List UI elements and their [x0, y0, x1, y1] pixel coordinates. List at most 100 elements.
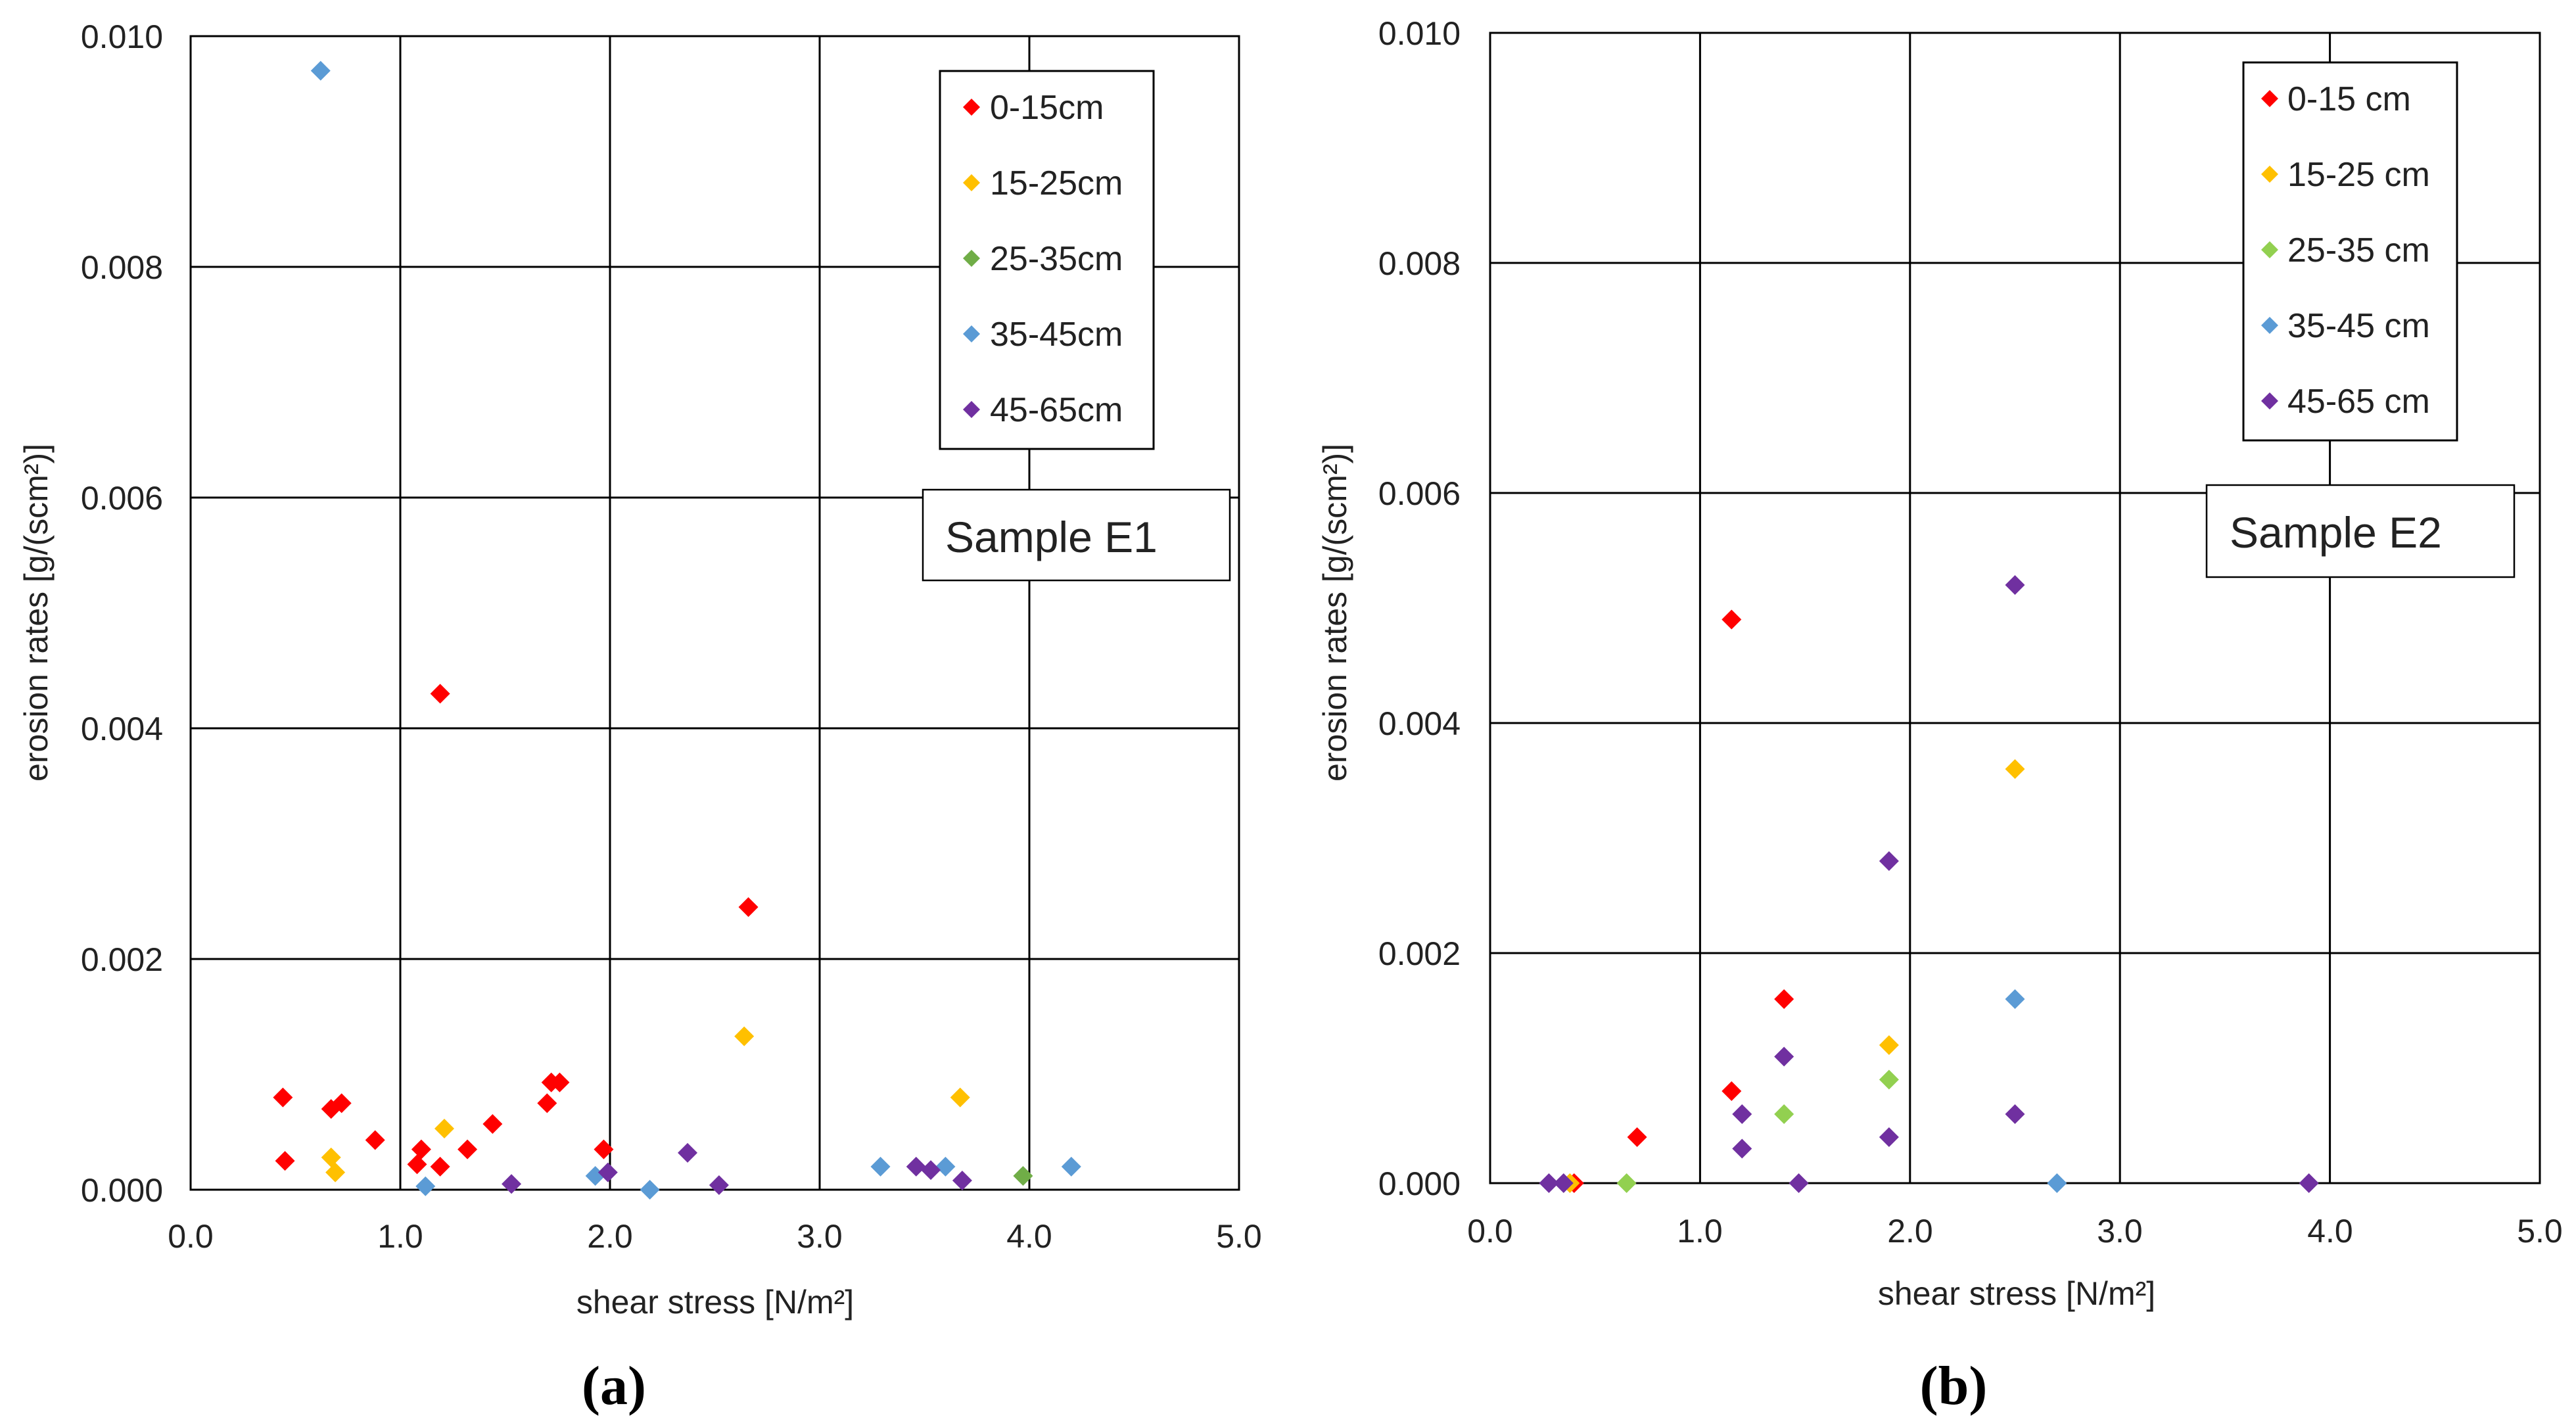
legend-label: 25-35 cm	[2287, 231, 2430, 269]
data-point	[1879, 1035, 1899, 1055]
data-point	[594, 1139, 614, 1159]
data-point	[1774, 989, 1794, 1009]
y-tick-label: 0.010	[81, 18, 163, 55]
data-point	[321, 1147, 341, 1167]
legend-label: 35-45 cm	[2287, 307, 2430, 345]
data-point	[1774, 1104, 1794, 1124]
x-tick-label: 2.0	[1887, 1213, 1933, 1250]
legend-label: 45-65 cm	[2287, 383, 2430, 421]
y-tick-label: 0.008	[1378, 245, 1461, 282]
x-axis-label-b: shear stress [N/m²]	[1878, 1275, 2155, 1312]
data-point	[1879, 1127, 1899, 1147]
data-point	[1721, 609, 1742, 630]
data-point	[870, 1156, 891, 1177]
data-point	[310, 60, 331, 81]
legend-marker	[963, 99, 980, 116]
data-points-b	[1539, 575, 2319, 1193]
y-tick-label: 0.004	[81, 711, 163, 747]
data-point	[457, 1139, 478, 1159]
data-point	[2005, 989, 2025, 1009]
x-tick-label: 5.0	[1216, 1218, 1262, 1255]
data-point	[921, 1160, 941, 1181]
legend-marker	[963, 325, 980, 342]
y-tick-label: 0.006	[1378, 475, 1461, 512]
data-point	[331, 1093, 352, 1113]
data-point	[738, 897, 759, 918]
x-tick-label: 1.0	[1677, 1213, 1723, 1250]
data-point	[273, 1087, 293, 1108]
y-axis-label-a: erosion rates [g/(scm²)]	[18, 444, 55, 782]
data-point	[1774, 1046, 1794, 1067]
data-point	[325, 1162, 346, 1182]
data-point	[502, 1174, 522, 1194]
data-point	[537, 1093, 557, 1113]
data-point	[430, 684, 450, 704]
x-tick-label: 4.0	[1006, 1218, 1052, 1255]
legend-marker	[963, 250, 980, 267]
legend-b: 0-15 cm 15-25 cm 25-35 cm 35-45 cm 45-65…	[2242, 61, 2458, 442]
data-point	[434, 1118, 454, 1138]
y-tick-label: 0.004	[1378, 705, 1461, 742]
data-point	[640, 1180, 660, 1200]
legend-label: 15-25cm	[990, 164, 1123, 202]
data-point	[407, 1154, 427, 1175]
data-point	[2005, 759, 2025, 779]
x-tick-label: 3.0	[797, 1218, 843, 1255]
data-point	[2299, 1173, 2319, 1193]
x-tick-label: 0.0	[168, 1218, 214, 1255]
sample-label-box-a: Sample E1	[922, 488, 1231, 582]
x-tick-label: 0.0	[1467, 1213, 1513, 1250]
y-tick-label: 0.006	[81, 480, 163, 517]
data-point	[1061, 1156, 1081, 1177]
data-point	[2047, 1173, 2067, 1193]
legend-marker	[2261, 166, 2278, 183]
panel-label-b: (b)	[1920, 1355, 1988, 1416]
legend-marker	[963, 401, 980, 418]
y-tick-label: 0.000	[81, 1172, 163, 1209]
data-point	[1879, 1069, 1899, 1090]
data-point	[2005, 575, 2025, 595]
chart-panel-a: 0.000 0.002 0.004 0.006 0.008 0.010 0.0 …	[18, 18, 1262, 1416]
plot-frame-b	[1489, 32, 2541, 1184]
legend-marker	[2261, 90, 2278, 107]
y-tick-label: 0.002	[81, 941, 163, 978]
data-point	[2005, 1104, 2025, 1124]
chart-panel-b: 0.000 0.002 0.004 0.006 0.008 0.010 0.0 …	[1317, 15, 2563, 1416]
y-axis-label-b: erosion rates [g/(scm²)]	[1317, 444, 1353, 782]
data-point	[1616, 1173, 1637, 1193]
y-tick-label: 0.008	[81, 249, 163, 286]
sample-label-b: Sample E2	[2230, 508, 2442, 557]
sample-label-box-b: Sample E2	[2205, 484, 2516, 578]
legend-marker	[2261, 241, 2278, 258]
data-point	[1553, 1173, 1574, 1193]
legend-label: 0-15cm	[990, 89, 1104, 127]
y-tick-label: 0.002	[1378, 935, 1461, 972]
legend-label: 15-25 cm	[2287, 156, 2430, 194]
data-point	[597, 1162, 618, 1182]
legend-a: 0-15cm 15-25cm 25-35cm 35-45cm 45-65cm	[939, 70, 1155, 450]
data-point	[411, 1139, 431, 1159]
data-point	[1013, 1165, 1033, 1186]
data-point	[430, 1156, 450, 1177]
legend-marker	[963, 174, 980, 191]
x-tick-label: 1.0	[377, 1218, 423, 1255]
x-tick-label: 2.0	[587, 1218, 633, 1255]
panel-label-a: (a)	[582, 1355, 646, 1416]
legend-label: 0-15 cm	[2287, 80, 2411, 118]
data-point	[1732, 1104, 1752, 1124]
data-point	[1732, 1138, 1752, 1159]
data-point	[1879, 851, 1899, 871]
data-point	[275, 1151, 295, 1171]
data-point	[906, 1156, 926, 1177]
data-point	[952, 1170, 972, 1190]
data-point	[935, 1156, 956, 1177]
data-point	[950, 1087, 970, 1108]
legend-marker	[2261, 392, 2278, 409]
y-ticks-b: 0.000 0.002 0.004 0.006 0.008 0.010	[1378, 15, 1461, 1202]
data-point	[678, 1142, 698, 1163]
y-tick-label: 0.000	[1378, 1165, 1461, 1202]
x-ticks-a: 0.0 1.0 2.0 3.0 4.0 5.0	[168, 1218, 1262, 1255]
data-point	[734, 1026, 755, 1046]
legend-marker	[2261, 317, 2278, 334]
